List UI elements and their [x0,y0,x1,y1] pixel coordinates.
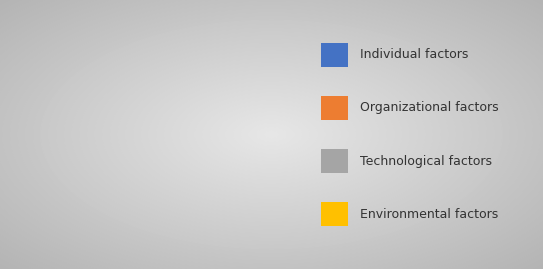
Text: Environmental factors: Environmental factors [359,208,498,221]
Circle shape [125,62,418,207]
Circle shape [72,36,471,233]
Circle shape [241,119,302,150]
Circle shape [179,89,364,180]
FancyBboxPatch shape [321,43,348,67]
Wedge shape [119,36,160,134]
FancyBboxPatch shape [321,202,348,226]
Circle shape [256,127,287,142]
Circle shape [133,66,410,203]
Circle shape [33,16,510,253]
Circle shape [41,20,502,249]
Circle shape [233,115,310,154]
Wedge shape [134,36,247,233]
Text: Organizational factors: Organizational factors [359,101,498,114]
Circle shape [202,100,341,169]
Circle shape [79,39,464,230]
Circle shape [26,13,517,256]
Circle shape [64,32,479,237]
Circle shape [225,112,318,157]
Text: Individual factors: Individual factors [359,48,468,61]
Text: Technological factors: Technological factors [359,155,491,168]
Circle shape [17,9,525,260]
Circle shape [48,24,495,245]
Text: 55%: 55% [203,139,233,151]
Wedge shape [74,134,160,229]
Circle shape [187,93,356,176]
Circle shape [172,85,371,184]
Circle shape [56,28,487,241]
Circle shape [110,54,433,215]
Circle shape [249,123,294,146]
FancyBboxPatch shape [321,149,348,173]
Circle shape [148,73,395,196]
Circle shape [210,104,333,165]
FancyBboxPatch shape [321,96,348,120]
Circle shape [164,81,379,188]
Circle shape [94,47,449,222]
Text: 8%: 8% [135,63,157,76]
Circle shape [10,5,533,264]
Text: 17%: 17% [94,94,125,107]
Circle shape [102,51,441,218]
Text: 20%: 20% [97,168,129,180]
Circle shape [156,77,387,192]
Circle shape [87,43,456,226]
Circle shape [141,70,402,199]
Circle shape [218,108,325,161]
Circle shape [118,58,425,211]
Circle shape [264,131,279,138]
Wedge shape [74,48,160,134]
Circle shape [194,96,349,173]
